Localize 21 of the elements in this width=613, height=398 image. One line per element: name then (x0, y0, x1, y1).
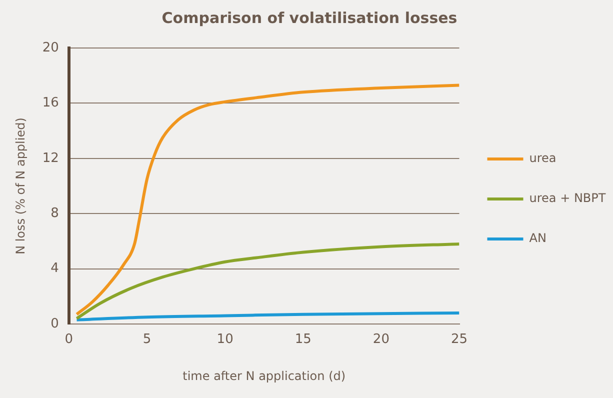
line-series (75, 84, 460, 316)
y-tick-label: 16 (42, 96, 59, 111)
x-tick-label: 5 (142, 332, 152, 348)
y-tick-label: 0 (50, 316, 59, 332)
y-tick-label: 4 (50, 261, 59, 276)
y-axis-title: N loss (% of N applied) (13, 118, 28, 254)
x-tick-label: 25 (450, 332, 468, 348)
y-tick-label: 8 (50, 206, 59, 221)
x-tick-label: 20 (372, 332, 390, 348)
line-series (75, 242, 460, 320)
legend-label: AN (529, 231, 546, 246)
legend-label: urea + NBPT (529, 191, 606, 206)
y-tick-label: 20 (42, 40, 59, 56)
line-series (75, 311, 460, 322)
x-tick-label: 0 (64, 332, 74, 348)
x-tick-label: 10 (216, 332, 234, 348)
x-tick-label: 15 (294, 332, 312, 348)
legend-label: urea (529, 151, 556, 166)
y-tick-label: 12 (42, 150, 59, 166)
chart-title: Comparison of volatilisation losses (162, 8, 458, 27)
x-axis-title: time after N application (d) (182, 368, 346, 383)
